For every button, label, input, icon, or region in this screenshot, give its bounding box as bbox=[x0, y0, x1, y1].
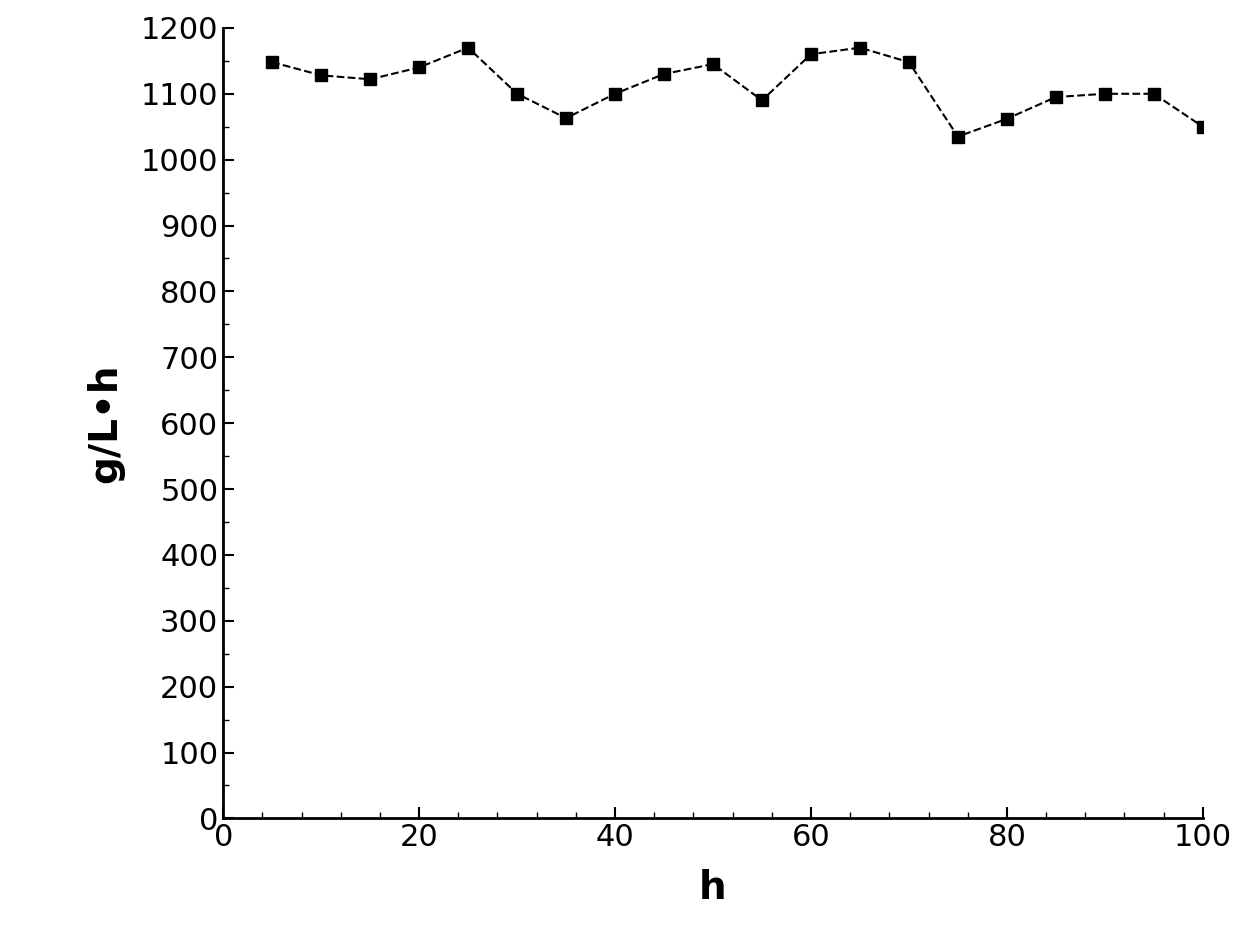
Y-axis label: g/L•h: g/L•h bbox=[86, 364, 124, 483]
X-axis label: h: h bbox=[699, 869, 727, 907]
